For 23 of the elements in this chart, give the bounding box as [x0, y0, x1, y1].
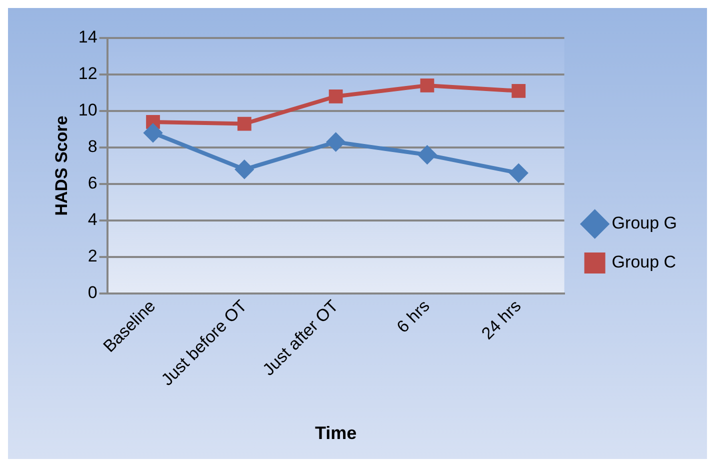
point [237, 116, 252, 131]
point [326, 133, 345, 152]
y-tick-label: 8 [88, 137, 98, 156]
x-tick-label: 24 hrs [478, 296, 525, 344]
legend-label: Group C [612, 252, 676, 272]
x-tick-label: 6 hrs [393, 296, 434, 337]
legend-label: Group G [612, 214, 678, 233]
y-tick-label: 4 [88, 210, 98, 230]
point [418, 146, 436, 164]
y-axis-title: HADS Score [52, 116, 71, 216]
y-tick-label: 6 [88, 174, 98, 193]
y-tick-label: 10 [78, 100, 98, 120]
x-axis-title: Time [314, 423, 357, 444]
y-tick-label: 0 [88, 283, 98, 302]
y-tick-label: 2 [88, 246, 98, 266]
y-tick-label: 14 [78, 28, 98, 47]
point [235, 160, 254, 178]
y-tick-label: 12 [78, 64, 98, 84]
point [512, 84, 526, 98]
point [144, 124, 162, 142]
point [328, 89, 343, 104]
point [510, 164, 528, 182]
point [420, 78, 434, 92]
